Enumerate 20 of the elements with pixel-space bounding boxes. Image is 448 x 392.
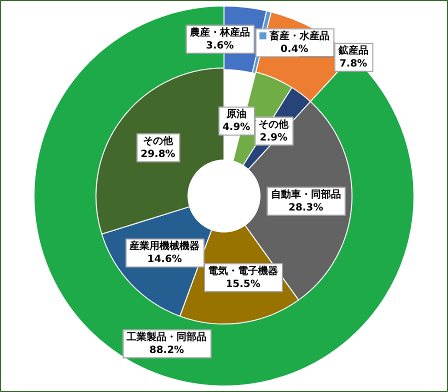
slice-label: 電気・電子機器 [208, 264, 278, 277]
data-label: 29.8% [140, 148, 176, 160]
data-label: 7.8% [339, 58, 368, 70]
data-label: 28.3% [288, 202, 324, 214]
slice-label: その他 [142, 134, 174, 147]
legend-label: 畜産・水産品 [268, 30, 330, 42]
data-label: 3.6% [206, 40, 234, 52]
slice-label: 工業製品・同部品 [126, 331, 207, 344]
slice-label: その他 [258, 118, 290, 130]
data-label: 2.9% [260, 132, 288, 144]
data-label: 14.6% [147, 254, 182, 266]
data-label: 0.4% [280, 44, 308, 55]
data-label: 88.2% [149, 345, 184, 356]
slice-label: 産業用機械機器 [128, 240, 200, 252]
data-label: 4.9% [222, 122, 250, 134]
slice-label: 自動車・同部品 [270, 188, 341, 200]
slice-label: 鉱産品 [337, 44, 368, 57]
data-label: 15.5% [226, 278, 260, 290]
slice-label: 農産・林産品 [188, 26, 250, 38]
slice-label: 原油 [225, 108, 246, 120]
